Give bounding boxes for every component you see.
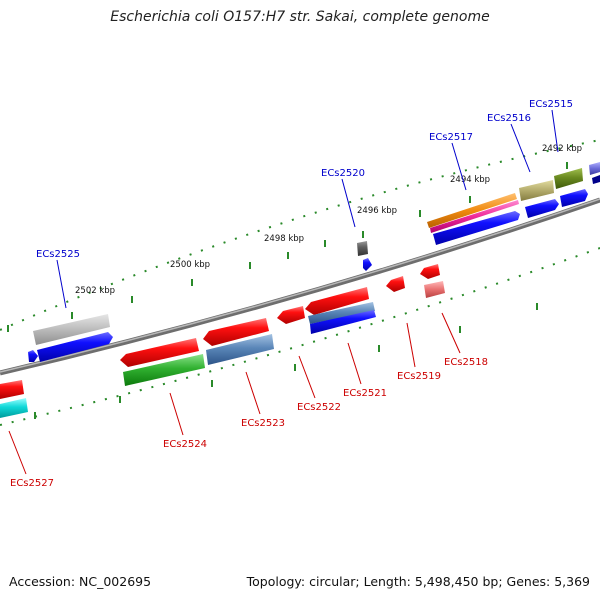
accession-text: Accession: NC_002695 <box>9 574 152 589</box>
gene-label-ecs2518[interactable]: ECs2518 <box>444 357 488 368</box>
scale-label-2496: 2496 kbp <box>357 206 397 216</box>
cds-reverse[interactable] <box>386 276 405 292</box>
cds-forward[interactable] <box>560 189 588 207</box>
gene-label-ecs2517[interactable]: ECs2517 <box>429 132 473 143</box>
cds-reverse[interactable] <box>120 338 199 367</box>
cds-forward-small[interactable] <box>28 350 38 362</box>
feature-orange[interactable] <box>427 193 517 228</box>
cds-forward[interactable] <box>37 332 113 362</box>
gene-label-ecs2522[interactable]: ECs2522 <box>297 402 341 413</box>
gene-label-ecs2524[interactable]: ECs2524 <box>163 439 207 450</box>
feature-cyan[interactable] <box>0 398 28 418</box>
tick-ring-inner <box>0 247 600 426</box>
cds-reverse[interactable] <box>277 306 305 324</box>
gene-label-ecs2516[interactable]: ECs2516 <box>487 113 531 124</box>
gene-label-ecs2520[interactable]: ECs2520 <box>321 168 365 179</box>
feature-steel[interactable] <box>308 302 375 324</box>
cds-reverse[interactable] <box>305 287 369 315</box>
feature-violet[interactable] <box>589 162 600 175</box>
cds-forward-small[interactable] <box>363 258 372 271</box>
cds-reverse[interactable] <box>420 264 440 279</box>
major-ticks <box>7 162 568 419</box>
scale-label-2498: 2498 kbp <box>264 234 304 244</box>
cds-forward[interactable] <box>433 211 520 245</box>
scale-label-2494: 2494 kbp <box>450 175 490 185</box>
feature-khaki[interactable] <box>519 180 554 201</box>
reverse-features <box>0 264 445 418</box>
cds-forward[interactable] <box>592 175 600 184</box>
feature-salmon[interactable] <box>424 281 445 298</box>
feature-grey[interactable] <box>33 314 110 345</box>
cds-forward[interactable] <box>525 199 559 218</box>
gene-label-ecs2521[interactable]: ECs2521 <box>343 388 387 399</box>
gene-label-ecs2515[interactable]: ECs2515 <box>529 99 573 110</box>
feature-pink[interactable] <box>430 200 519 233</box>
gene-label-ecs2519[interactable]: ECs2519 <box>397 371 441 382</box>
gene-label-ecs2527[interactable]: ECs2527 <box>10 478 54 489</box>
scale-label-2500: 2500 kbp <box>170 260 210 270</box>
feature-olive[interactable] <box>554 168 583 189</box>
label-connectors <box>8 109 559 475</box>
forward-features <box>28 162 600 362</box>
genome-backbone <box>0 197 600 376</box>
feature-dark[interactable] <box>357 241 368 256</box>
scale-label-2502: 2502 kbp <box>75 286 115 296</box>
scale-label-2492: 2492 kbp <box>542 144 582 154</box>
cds-forward[interactable] <box>310 310 376 334</box>
feature-green[interactable] <box>123 354 205 386</box>
cds-reverse[interactable] <box>0 380 24 399</box>
gene-label-ecs2525[interactable]: ECs2525 <box>36 249 80 260</box>
feature-steel[interactable] <box>206 334 274 365</box>
map-title: Escherichia coli O157:H7 str. Sakai, com… <box>110 9 490 25</box>
genome-summary-text: Topology: circular; Length: 5,498,450 bp… <box>246 574 590 589</box>
gene-label-ecs2523[interactable]: ECs2523 <box>241 418 285 429</box>
cds-reverse[interactable] <box>203 318 269 346</box>
